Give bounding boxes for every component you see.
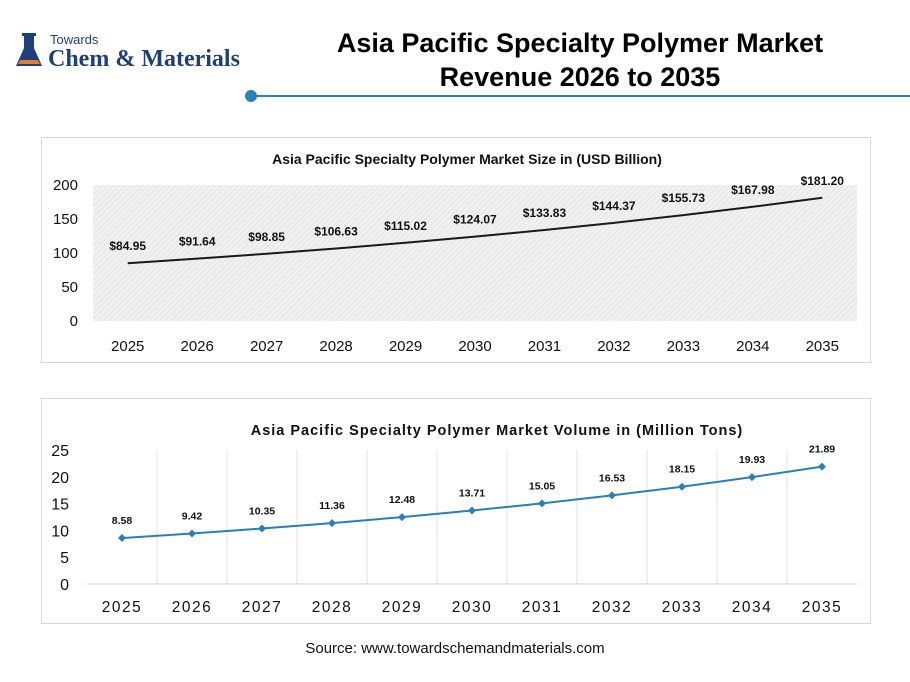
chart2-y-tick: 25	[51, 443, 69, 460]
chart1-x-tick: 2027	[250, 338, 283, 355]
chart2-data-label: 16.53	[599, 472, 625, 484]
chart2-data-label: 9.42	[182, 511, 203, 523]
chart2-x-tick: 2030	[452, 599, 492, 616]
chart2-x-tick: 2035	[802, 599, 842, 616]
chart1-x-tick: 2029	[389, 338, 422, 355]
chart1-x-tick: 2033	[667, 338, 700, 355]
chart2-x-tick: 2032	[592, 599, 632, 616]
chart2-x-tick: 2026	[172, 599, 212, 616]
chart2-data-label: 18.15	[669, 464, 695, 476]
chart1-data-label: $98.85	[248, 230, 285, 244]
chart2-x-tick: 2025	[102, 599, 142, 616]
market-volume-chart-panel: Asia Pacific Specialty Polymer Market Vo…	[41, 398, 871, 624]
chart2-x-tick: 2033	[662, 599, 702, 616]
chart1-data-label: $84.95	[109, 239, 146, 253]
chart1-data-label: $124.07	[453, 213, 497, 227]
chart1-y-tick: 150	[53, 211, 78, 228]
chart2-point-marker	[468, 506, 476, 515]
chart1-data-label: $155.73	[662, 191, 706, 205]
page-title-line2: Revenue 2026 to 2035	[439, 62, 721, 92]
chart2-y-tick: 0	[60, 577, 69, 594]
chart1-data-label: $91.64	[179, 235, 216, 249]
chart1-y-tick: 100	[53, 245, 78, 262]
chart2-x-tick: 2028	[312, 599, 352, 616]
chart2-x-tick: 2034	[732, 599, 772, 616]
title-divider-dot	[245, 90, 257, 102]
chart1-x-tick: 2028	[319, 338, 352, 355]
chart1-x-tick: 2031	[528, 338, 561, 355]
chart2-point-marker	[538, 499, 546, 508]
chart1-x-tick: 2034	[736, 338, 769, 355]
chart2-point-marker	[398, 513, 406, 522]
chart1-title: Asia Pacific Specialty Polymer Market Si…	[272, 151, 662, 167]
title-divider	[250, 95, 910, 97]
chart2-x-tick: 2029	[382, 599, 422, 616]
chart2-point-marker	[818, 462, 826, 471]
chart1-data-label: $181.20	[801, 174, 845, 188]
chart2-data-label: 15.05	[529, 480, 555, 492]
chart2-data-label: 19.93	[739, 454, 765, 466]
chart1-y-tick: 50	[61, 279, 78, 296]
chart2-point-marker	[748, 473, 756, 482]
market-size-chart: Asia Pacific Specialty Polymer Market Si…	[53, 151, 857, 355]
chart2-y-tick: 15	[51, 497, 69, 514]
page-title: Asia Pacific Specialty Polymer Market Re…	[290, 26, 870, 94]
chart2-data-label: 8.58	[112, 515, 133, 527]
chart1-y-tick: 200	[53, 177, 78, 194]
chart1-data-label: $106.63	[314, 224, 358, 238]
chart1-data-label: $115.02	[384, 219, 427, 233]
chart2-data-label: 21.89	[809, 444, 835, 456]
chart1-data-label: $133.83	[523, 206, 567, 220]
chart2-y-tick: 20	[51, 470, 69, 487]
chart2-point-marker	[328, 519, 336, 528]
chart2-point-marker	[678, 482, 686, 491]
chart1-data-label: $144.37	[592, 199, 636, 213]
chart2-x-tick: 2031	[522, 599, 562, 616]
chart1-x-tick: 2030	[458, 338, 491, 355]
flask-icon	[16, 33, 42, 66]
chart2-y-tick: 5	[60, 550, 69, 567]
chart2-point-marker	[118, 534, 126, 543]
chart2-point-marker	[608, 491, 616, 500]
chart1-data-label: $167.98	[731, 183, 775, 197]
chart2-point-marker	[258, 524, 266, 533]
chart2-point-marker	[188, 529, 196, 538]
brand-top-text: Towards	[50, 32, 99, 47]
chart2-y-tick: 10	[51, 523, 69, 540]
chart1-x-tick: 2025	[111, 338, 144, 355]
market-volume-chart: Asia Pacific Specialty Polymer Market Vo…	[51, 423, 857, 616]
chart2-title: Asia Pacific Specialty Polymer Market Vo…	[251, 423, 744, 439]
chart1-x-tick: 2026	[180, 338, 213, 355]
chart2-data-label: 12.48	[389, 494, 415, 506]
market-size-chart-panel: Asia Pacific Specialty Polymer Market Si…	[41, 137, 871, 363]
chart1-series-line	[127, 196, 823, 265]
chart2-x-tick: 2027	[242, 599, 282, 616]
source-note: Source: www.towardschemandmaterials.com	[305, 640, 605, 657]
brand-logo: Towards Chem & Materials	[14, 30, 254, 80]
chart2-data-label: 11.36	[319, 500, 345, 512]
chart1-plot-area	[93, 185, 857, 321]
chart1-x-tick: 2035	[806, 338, 839, 355]
chart2-data-label: 13.71	[459, 488, 485, 500]
page-title-line1: Asia Pacific Specialty Polymer Market	[336, 28, 824, 58]
chart2-data-label: 10.35	[249, 506, 275, 518]
chart1-y-tick: 0	[70, 313, 78, 330]
chart1-x-tick: 2032	[597, 338, 630, 355]
brand-main-text: Chem & Materials	[48, 46, 240, 72]
